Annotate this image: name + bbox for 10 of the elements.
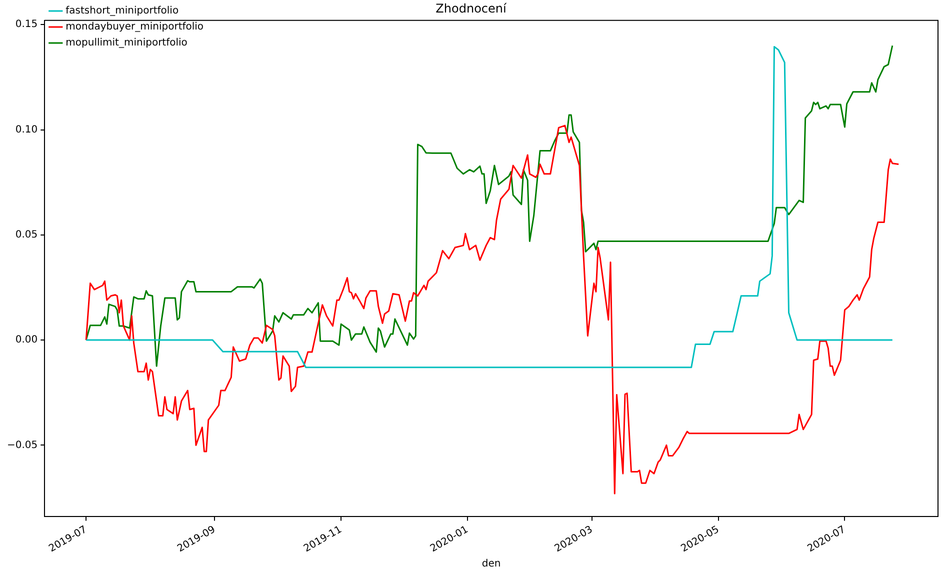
y-tick-label: 0.05 <box>15 230 38 241</box>
legend-label: mopullimit_miniportfolio <box>66 38 188 49</box>
y-tick-label: 0.00 <box>15 334 38 346</box>
x-axis-title: den <box>482 558 501 570</box>
legend-label: mondaybuyer_miniportfolio <box>66 22 204 33</box>
chart-title: Zhodnocení <box>436 1 507 16</box>
y-tick-label: 0.15 <box>15 19 38 30</box>
y-tick-label: 0.10 <box>15 124 38 136</box>
legend-label: fastshort_miniportfolio <box>66 6 179 17</box>
y-tick-label: −0.05 <box>6 440 38 451</box>
